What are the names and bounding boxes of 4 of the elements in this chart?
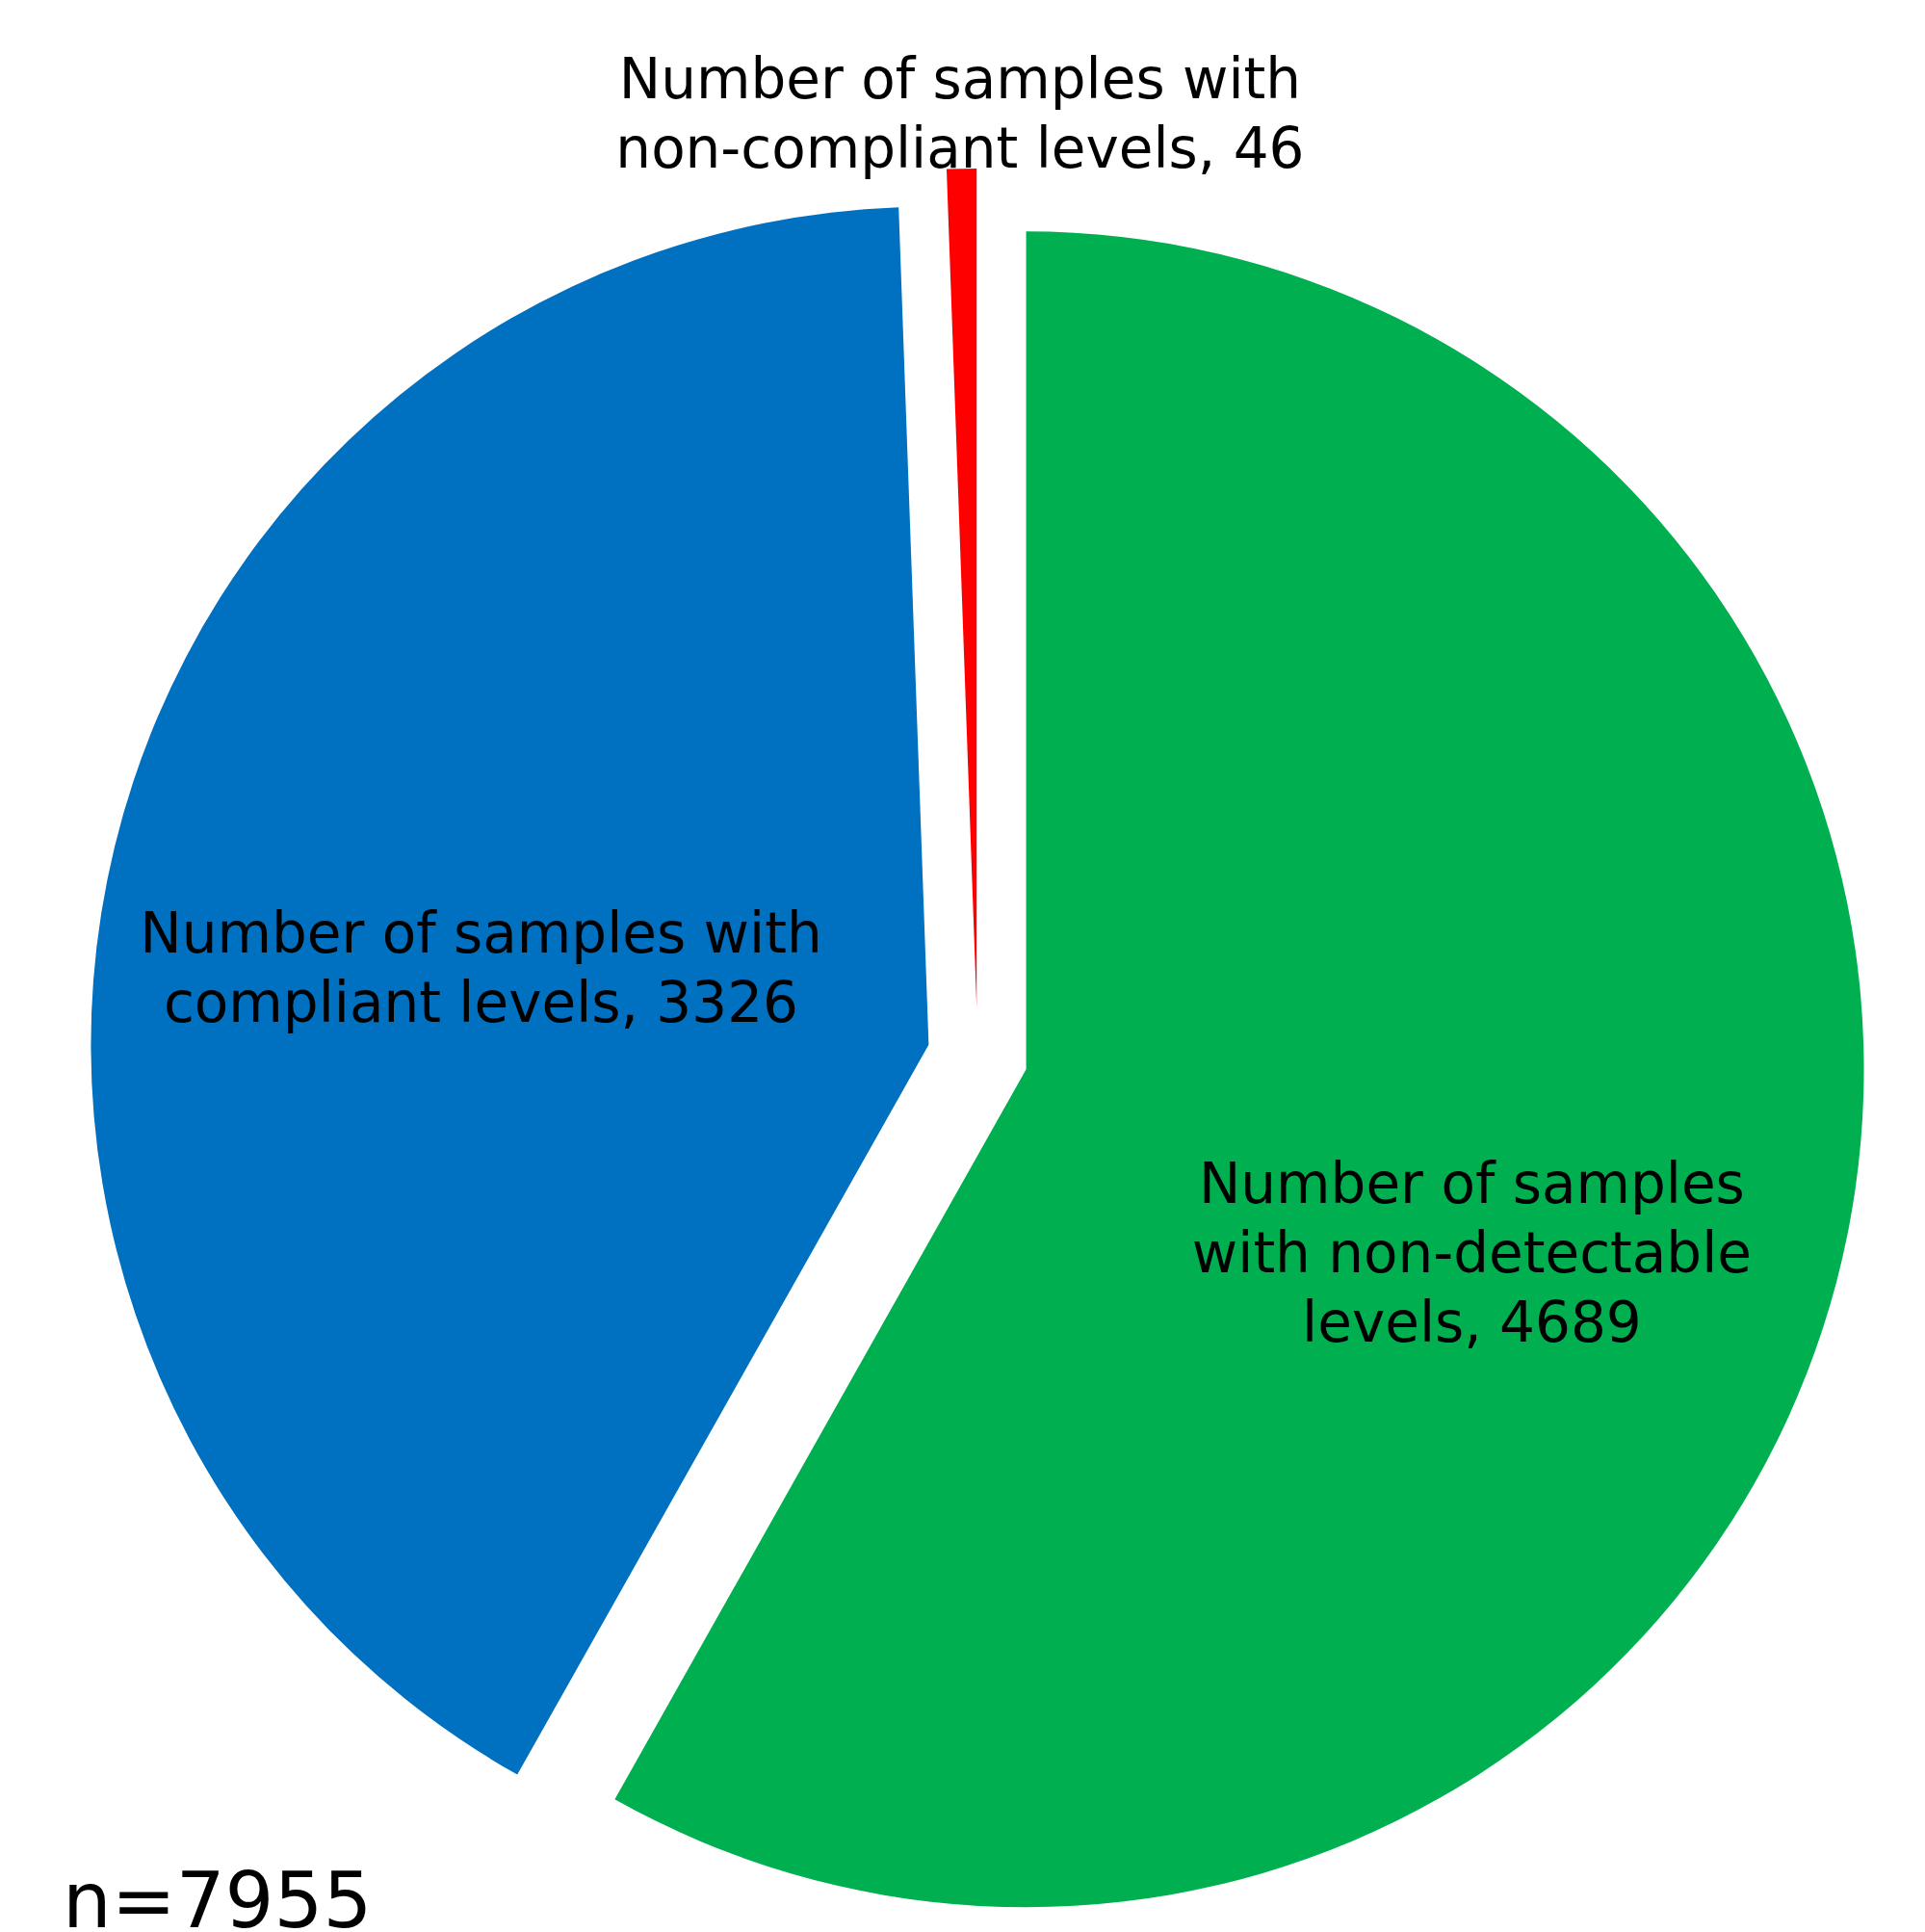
slice-label: Number of samples with compliant levels, 3326 (140, 900, 822, 1035)
slice-label: Number of samples with non-detectable levels, 4689 (1191, 1150, 1752, 1355)
slice-label: Number of samples with non-compliant levels, 46 (615, 46, 1305, 182)
text: n=7955 (62, 1856, 373, 1932)
